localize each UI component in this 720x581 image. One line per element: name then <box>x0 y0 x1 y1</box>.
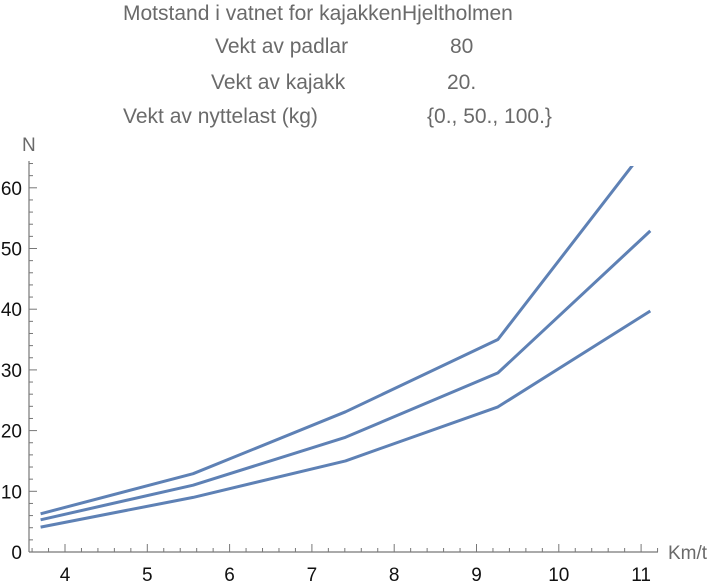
y-tick-label: 40 <box>1 300 22 321</box>
x-tick-label: 4 <box>60 565 71 581</box>
x-tick-label: 8 <box>389 565 400 581</box>
y-tick-label: 20 <box>1 422 22 443</box>
series-line-3 <box>40 309 652 529</box>
payload-weight-value: {0., 50., 100.} <box>427 105 552 128</box>
y-tick-label: 50 <box>1 240 22 261</box>
x-axis-label: Km/t <box>668 543 708 564</box>
x-tick-label: 6 <box>224 565 235 581</box>
x-tick-label: 5 <box>142 565 153 581</box>
payload-weight-label: Vekt av nyttelast (kg) <box>123 105 318 128</box>
y-tick-label: 60 <box>1 179 22 200</box>
y-tick-label: 10 <box>1 482 22 503</box>
x-tick-label: 10 <box>548 565 569 581</box>
y-axis-label: N <box>22 135 36 156</box>
series-line-2 <box>40 229 652 522</box>
chart-title: Motstand i vatnet for kajakkenHjeltholme… <box>123 2 513 25</box>
y-tick-label: 30 <box>1 361 22 382</box>
kayak-weight-value: 20. <box>447 71 477 94</box>
x-tick-label: 11 <box>631 565 651 581</box>
y-tick-label: 0 <box>11 543 22 564</box>
x-tick-label: 9 <box>471 565 482 581</box>
paddler-weight-label: Vekt av padlar <box>215 35 349 58</box>
series-line-1 <box>40 166 634 516</box>
kayak-weight-label: Vekt av kajakk <box>211 71 346 94</box>
paddler-weight-value: 80 <box>450 35 474 58</box>
x-tick-label: 7 <box>307 565 318 581</box>
